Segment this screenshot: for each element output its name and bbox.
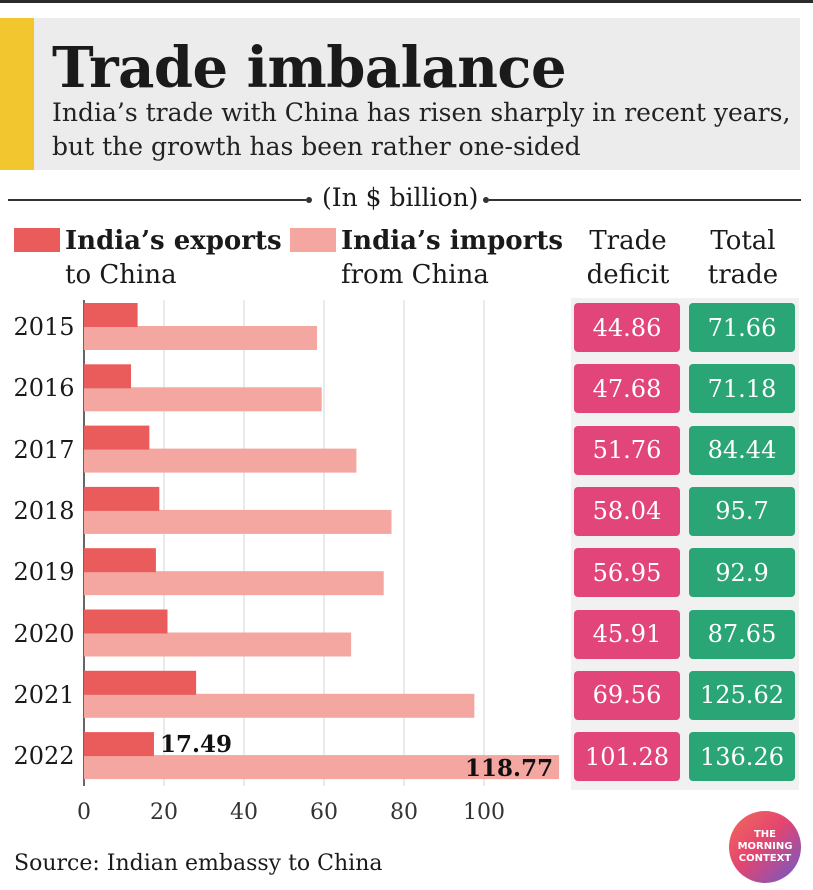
imports-bar xyxy=(84,387,322,412)
y-axis-tick-label: 2018 xyxy=(13,496,75,525)
y-axis-tick-label: 2016 xyxy=(13,374,75,403)
accent-bar xyxy=(0,18,34,170)
x-axis-tick-label: 80 xyxy=(390,800,418,825)
exports-bar xyxy=(84,670,197,695)
exports-bar xyxy=(84,425,150,450)
unit-rule-dot-right xyxy=(483,197,489,203)
column-header-total: Total trade xyxy=(688,224,798,292)
source-note: Source: Indian embassy to China xyxy=(14,851,383,876)
y-axis-tick-label: 2021 xyxy=(13,680,75,709)
trade-deficit-cell: 56.95 xyxy=(574,548,680,598)
data-label-imports-2022: 118.77 xyxy=(465,755,553,782)
exports-bar xyxy=(84,486,160,511)
legend-exports-bold: India’s exports xyxy=(65,226,282,256)
trade-deficit-cell: 44.86 xyxy=(574,303,680,352)
exports-bar xyxy=(84,303,138,327)
trade-deficit-cell: 58.04 xyxy=(574,486,680,536)
y-axis-tick-label: 2020 xyxy=(13,619,75,648)
imports-bar xyxy=(84,755,560,780)
legend-imports-rest: from China xyxy=(341,260,489,290)
legend-swatch-exports xyxy=(14,228,60,252)
logo-line1: THE xyxy=(753,829,776,840)
unit-rule-left xyxy=(8,199,306,201)
total-trade-cell: 71.66 xyxy=(689,303,795,352)
trade-deficit-cell: 51.76 xyxy=(574,425,680,475)
x-axis-tick-label: 20 xyxy=(150,800,178,825)
legend-swatch-imports xyxy=(290,228,336,252)
total-trade-cell: 87.65 xyxy=(689,609,795,659)
top-rule xyxy=(0,0,813,3)
column-header-deficit-line1: Trade xyxy=(589,226,667,256)
total-trade-cell: 125.62 xyxy=(689,670,795,720)
y-axis-tick-label: 2019 xyxy=(13,558,75,587)
y-axis-tick-label: 2017 xyxy=(13,435,75,464)
logo: THE MORNING CONTEXT xyxy=(729,811,801,883)
page-title: Trade imbalance xyxy=(52,35,567,101)
imports-bar xyxy=(84,693,475,718)
total-trade-cell: 92.9 xyxy=(689,548,795,598)
column-header-deficit-line2: deficit xyxy=(586,260,670,290)
column-header-deficit: Trade deficit xyxy=(573,224,683,292)
exports-bar xyxy=(84,364,131,389)
legend-imports: India’s imports from China xyxy=(341,224,563,292)
trade-deficit-cell: 45.91 xyxy=(574,609,680,659)
legend-imports-bold: India’s imports xyxy=(341,226,563,256)
x-axis-tick-label: 40 xyxy=(230,800,258,825)
x-axis-tick-label: 100 xyxy=(463,800,505,825)
y-axis-tick-label: 2015 xyxy=(13,313,75,341)
data-label-exports-2022: 17.49 xyxy=(160,731,232,758)
exports-bar xyxy=(84,609,168,634)
logo-line2: MORNING xyxy=(737,841,793,852)
unit-rule-right xyxy=(489,199,801,201)
imports-bar xyxy=(84,509,392,534)
exports-bar xyxy=(84,548,156,573)
column-header-total-line1: Total xyxy=(710,226,776,256)
imports-bar xyxy=(84,448,357,473)
exports-bar xyxy=(84,732,154,757)
unit-label: (In $ billion) xyxy=(322,183,479,212)
total-trade-cell: 71.18 xyxy=(689,364,795,414)
legend-exports-rest: to China xyxy=(65,260,177,290)
x-axis-tick-label: 0 xyxy=(77,800,91,825)
column-header-total-line2: trade xyxy=(707,260,779,290)
imports-bar xyxy=(84,326,318,350)
logo-line3: CONTEXT xyxy=(738,853,792,864)
imports-bar xyxy=(84,571,384,596)
imports-bar xyxy=(84,632,352,657)
page-subtitle: India’s trade with China has risen sharp… xyxy=(52,98,791,161)
unit-rule-dot-left xyxy=(306,197,312,203)
trade-deficit-cell: 101.28 xyxy=(574,732,680,782)
total-trade-cell: 95.7 xyxy=(689,486,795,536)
x-axis-tick-label: 60 xyxy=(310,800,338,825)
total-trade-cell: 136.26 xyxy=(689,732,795,782)
total-trade-cell: 84.44 xyxy=(689,425,795,475)
header-panel: Trade imbalance India’s trade with China… xyxy=(0,18,800,170)
trade-deficit-cell: 47.68 xyxy=(574,364,680,414)
trade-deficit-cell: 69.56 xyxy=(574,670,680,720)
y-axis-tick-label: 2022 xyxy=(13,742,75,771)
legend-exports: India’s exports to China xyxy=(65,224,282,292)
